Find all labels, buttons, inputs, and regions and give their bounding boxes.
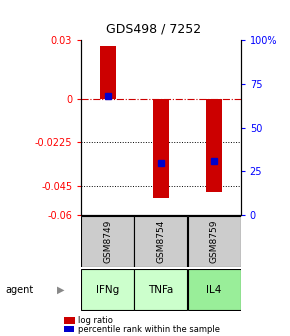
Text: agent: agent (6, 285, 34, 295)
Bar (135, 216, 187, 266)
Bar (135, 269, 187, 310)
Text: GSM8759: GSM8759 (210, 219, 219, 263)
Text: GSM8749: GSM8749 (103, 219, 112, 263)
Text: GSM8754: GSM8754 (156, 219, 166, 263)
Bar (153, 98, 169, 198)
Text: TNFa: TNFa (148, 285, 174, 295)
Text: ▶: ▶ (57, 285, 65, 295)
Text: IFNg: IFNg (96, 285, 119, 295)
Text: IL4: IL4 (206, 285, 222, 295)
Bar (81, 216, 134, 266)
Bar (188, 269, 241, 310)
Text: GDS498 / 7252: GDS498 / 7252 (106, 22, 201, 35)
Text: log ratio: log ratio (78, 316, 113, 325)
Bar (206, 98, 222, 192)
Text: percentile rank within the sample: percentile rank within the sample (78, 325, 220, 334)
Bar (188, 216, 241, 266)
Bar (81, 269, 134, 310)
Bar (100, 46, 116, 98)
